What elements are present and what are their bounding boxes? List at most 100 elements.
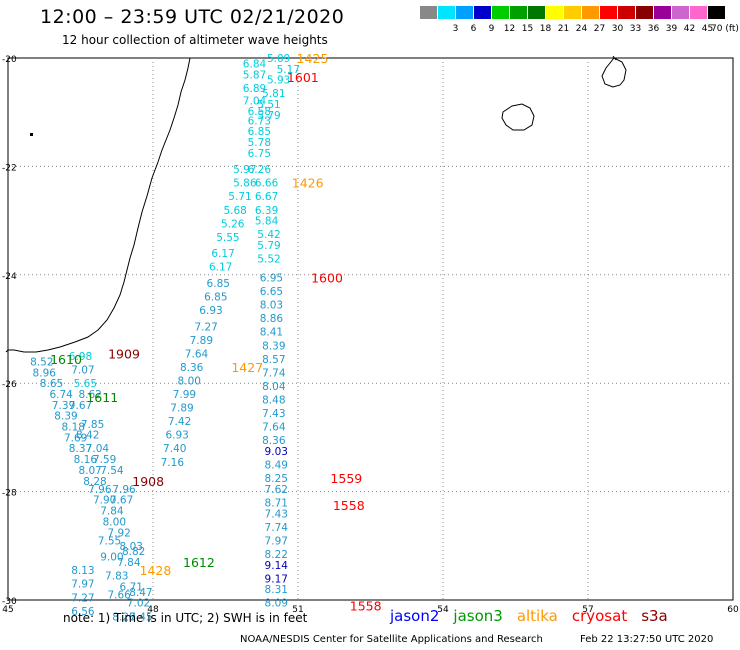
small-island <box>30 133 33 136</box>
lon-label: 48 <box>147 605 159 615</box>
pass-time-label: 1600 <box>311 271 343 286</box>
satellite-jason2: jason2 <box>390 607 440 625</box>
generation-timestamp: Feb 22 13:27:50 UTC 2020 <box>580 634 714 645</box>
legend-swatch <box>492 6 509 19</box>
pass-time-label: 1428 <box>140 563 172 578</box>
wave-height-value: 7.54 <box>100 465 124 477</box>
wave-height-value: 5.87 <box>243 69 266 81</box>
wave-height-value: 7.67 <box>110 495 133 507</box>
wave-height-value: 6.39 <box>255 205 278 217</box>
pass-times-layer: 1425 1601 1426 1600 1909 1610 1427 1611 1908 1559… <box>50 51 382 613</box>
wave-height-value: 7.84 <box>100 506 124 518</box>
wave-height-value: 6.26 <box>248 164 272 176</box>
wave-height-value: 6.98 <box>69 351 92 363</box>
wave-height-value: 7.64 <box>185 348 209 360</box>
wave-height-value: 8.37 <box>69 443 92 455</box>
lat-label: -22 <box>2 163 17 173</box>
legend-swatch <box>708 6 725 19</box>
wave-height-value: 8.09 <box>265 598 288 610</box>
wave-height-value: 8.47 <box>129 587 152 599</box>
wave-height-value: 8.13 <box>71 565 94 577</box>
wave-height-value: 7.55 <box>98 535 121 547</box>
wave-height-value: 8.22 <box>265 549 288 561</box>
legend-swatch <box>474 6 491 19</box>
wave-height-value: 9.14 <box>265 560 289 572</box>
wave-height-value: 8.03 <box>260 300 283 312</box>
wave-height-value: 8.00 <box>103 516 126 528</box>
wave-height-value: 7.97 <box>265 535 288 547</box>
wave-height-value: 8.57 <box>262 354 285 366</box>
lon-label: 45 <box>2 605 13 615</box>
pass-time-label: 1426 <box>292 176 324 191</box>
lat-label: -28 <box>2 489 17 499</box>
wave-height-value: 6.73 <box>248 115 271 127</box>
legend-swatch <box>672 6 689 19</box>
wave-height-value: 7.04 <box>243 95 267 107</box>
wave-height-value: 8.18 <box>62 422 85 434</box>
legend-label: 21 <box>557 24 570 34</box>
wave-height-value: 6.17 <box>209 262 232 274</box>
wave-height-value: 8.62 <box>78 389 101 401</box>
satellite-jason3: jason3 <box>453 607 503 625</box>
wave-height-value: 5.17 <box>277 64 300 76</box>
pass-time-label: 1908 <box>132 474 164 489</box>
wave-height-value: 5.52 <box>257 254 280 266</box>
wave-height-value: 8.36 <box>262 435 286 447</box>
wave-height-value: 7.67 <box>69 400 92 412</box>
wave-height-value: 7.92 <box>107 527 130 539</box>
wave-height-value: 8.07 <box>78 465 101 477</box>
wave-height-value: 7.74 <box>265 522 289 534</box>
wave-height-value: 7.39 <box>52 400 75 412</box>
wave-height-value: 8.28 <box>83 476 106 488</box>
wave-height-value: 6.71 <box>120 581 143 593</box>
satellite-legend: jason2 jason3 altika cryosat s3a <box>390 607 682 625</box>
pass-time-label: 1909 <box>108 346 140 361</box>
wave-height-value: 8.96 <box>33 367 57 379</box>
wave-height-value: 7.99 <box>173 389 196 401</box>
lon-label: 57 <box>582 605 593 615</box>
wave-height-value: 6.93 <box>165 430 188 442</box>
wave-height-value: 7.43 <box>262 408 285 420</box>
wave-height-value: 6.56 <box>71 606 95 618</box>
wave-height-value: 6.58 <box>248 106 271 118</box>
legend-label: 27 <box>593 24 606 34</box>
map-frame <box>7 57 734 601</box>
legend-swatch <box>438 6 455 19</box>
mauritius-island <box>601 57 627 88</box>
wave-height-value: 7.66 <box>107 590 131 602</box>
wave-height-value: 9.03 <box>265 446 288 458</box>
wave-height-value: 8.39 <box>54 411 77 423</box>
legend-swatch <box>546 6 563 19</box>
wave-height-value: 6.74 <box>49 389 73 401</box>
wave-height-value: 8.86 <box>260 313 284 325</box>
legend-label: 18 <box>539 24 552 34</box>
legend-swatch <box>618 6 635 19</box>
units-note: note: 1) Time is in UTC; 2) SWH is in fe… <box>63 611 308 625</box>
wave-height-value: 5.51 <box>257 99 280 111</box>
wave-height-value: 7.89 <box>170 403 193 415</box>
wave-height-value: 8.39 <box>262 340 285 352</box>
wave-height-value: 6.84 <box>243 58 267 70</box>
wave-height-value: 7.69 <box>64 432 87 444</box>
wave-height-value: 7.59 <box>93 454 116 466</box>
pass-time-label: 1558 <box>333 498 365 513</box>
credit-line: NOAA/NESDIS Center for Satellite Applica… <box>240 634 543 645</box>
legend-label: 24 <box>575 24 588 34</box>
lat-label: -24 <box>2 272 17 282</box>
wave-height-value: 8.00 <box>178 375 201 387</box>
wave-height-value: 7.83 <box>105 571 128 583</box>
legend-swatch <box>600 6 617 19</box>
wave-height-value: 5.71 <box>228 191 251 203</box>
wave-height-value: 8.03 <box>120 541 143 553</box>
satellite-altika: altika <box>516 607 558 625</box>
wave-height-value: 8.52 <box>30 357 53 369</box>
wave-height-value: 5.09 <box>267 53 290 65</box>
page-title: 12:00 – 23:59 UTC 02/21/2020 <box>40 6 345 28</box>
legend-label: 36 <box>647 24 660 34</box>
legend-label: 3 <box>452 24 459 34</box>
wave-height-value: 7.89 <box>190 335 213 347</box>
madagascar-coastline <box>8 57 191 353</box>
wave-height-value: 6.89 <box>243 83 266 95</box>
